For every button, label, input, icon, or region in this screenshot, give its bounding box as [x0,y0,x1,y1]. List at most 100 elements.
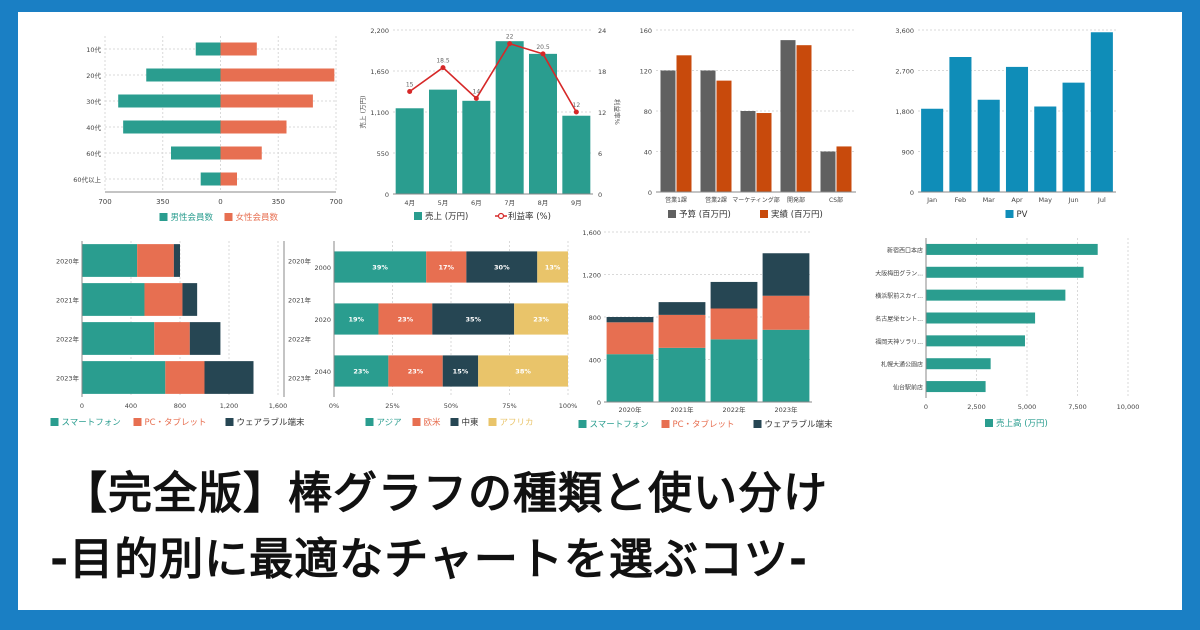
c6-svg: 0% 25% 50% 75% 100% 2000 39% 17% 30% 13% 2020 19% 23… [314,241,577,428]
x-tick-label: May [1039,196,1053,204]
legend-swatch [985,419,993,427]
bar-segment [710,308,758,340]
x-tick-label: 開発部 [787,196,805,204]
legend-swatch [225,418,234,426]
y-tick-label: 1,100 [370,109,389,117]
y-tick-label: 120 [640,68,652,76]
legend-swatch [488,418,497,426]
y-tick-label: 2000 [314,264,331,272]
diverging-bar-chart: 700 350 0 350 700 10代 20代 30代 40代 60代 60代以上 男性会員数 女性… [60,24,343,224]
legend-label: 中東 [462,417,480,428]
bar-sales [926,312,1036,324]
x-tick-label: 100% [559,402,578,410]
bar-male [200,172,221,186]
bar-segment [658,314,706,348]
y-tick-label: 800 [589,314,601,322]
legend-swatch [412,418,421,426]
bar-budget [700,70,716,192]
bar-female [220,68,335,82]
y-tick-label: 2,700 [895,68,914,76]
y-tick-label: 40代 [86,123,101,132]
y-tick-label: 2040 [314,368,331,376]
bar-pv [1090,32,1113,192]
bar-sales [926,289,1066,301]
legend-label: ウェアラブル端末 [765,419,834,430]
bar-actual [796,45,812,192]
column-chart: 0 900 1,800 2,700 3,600 Jan Feb Mar Apr May Jun Jul… [878,20,1118,225]
x-tick-label: 6月 [471,199,482,207]
legend-label: 欧米 [424,417,442,428]
bar-segment [658,302,706,315]
profit-point [407,89,413,94]
bar-actual [836,146,852,192]
c4-svg: 0 900 1,800 2,700 3,600 Jan Feb Mar Apr May Jun Jul… [895,27,1116,220]
bar-segment [762,329,810,402]
bar-segment [388,355,443,387]
data-label: 23% [353,368,369,376]
bar-segment [426,251,467,283]
data-label: 30% [494,264,510,272]
x-tick-label: 1,200 [220,402,239,410]
bar-sales [926,381,986,393]
vertical-stacked-bar-chart: 0 400 800 1,200 1,600 2020年 2021年 2022年 2023年 スマー… [578,228,833,443]
combo-bar-line-chart: 0 0 550 6 1,100 12 1,650 18 2,200 24 売上 (万円) 利益率% 4月… [343,20,622,225]
bar-segment [658,347,706,402]
y-tick-label: 1,200 [582,272,601,280]
data-label: 19% [348,316,364,324]
bar-segment [165,361,205,394]
bar-actual [756,113,772,192]
bar-male [118,94,221,108]
x-tick-label: 0 [80,402,84,410]
legend-swatch [661,420,670,428]
title-line-2: -目的別に最適なチャートを選ぶコツ- [50,534,809,585]
bar-sales [926,266,1084,278]
x-tick-label: 2021年 [670,405,694,414]
bar-actual [716,80,732,192]
y-tick-label: 2020 [314,316,331,324]
bar-pv [949,57,972,192]
bar-segment [144,283,183,316]
bar-segment [334,355,389,387]
y-tick-label: 900 [902,149,914,157]
data-label: 13% [545,264,561,272]
bar-segment [82,361,166,394]
bar-male [123,120,221,134]
legend-label: 利益率 (%) [508,211,551,222]
legend-label: 女性会員数 [236,212,279,223]
data-label: 18.5 [436,58,450,65]
x-tick-label: 350 [156,198,169,206]
data-label: 22 [506,34,514,41]
x-tick-label: 400 [125,402,137,410]
y-tick-label: 横浜駅前スカイ... [875,292,923,300]
bar-segment [154,322,190,355]
c5-svg: 0 400 800 1,200 1,600 2020年 2020年 2021年 2021年 202… [50,241,312,428]
data-label: 15 [406,82,414,89]
thumbnail-frame: 700 350 0 350 700 10代 20代 30代 40代 60代 60代以上 男性会員数 女性… [18,12,1182,610]
y-tick-label: 3,600 [895,27,914,35]
c7-svg: 0 400 800 1,200 1,600 2020年 2021年 2022年 2023年スマー… [578,229,833,430]
legend-label: アフリカ [500,418,534,428]
y-tick-label: 新宿西口本店 [887,246,923,254]
x-tick-label: 700 [329,198,342,206]
x-tick-label: 5月 [438,199,449,207]
y-tick-label: 160 [640,27,652,35]
y-tick-label: 名古屋栄セント... [875,315,923,323]
x-tick-label: 9月 [571,199,582,207]
c2-svg: 0 0 550 6 1,100 12 1,650 18 2,200 24 売上 (万円) 利益率% 4月… [358,27,622,222]
x-tick-label: 営業1課 [665,196,687,204]
bar-actual [676,55,692,192]
legend-label: スマートフォン [62,418,121,428]
legend-label: 実績 (百万円) [771,209,823,220]
ranking-bar-chart: 0 2,500 5,000 7,500 10,000 新宿西口本店 大阪梅田グラン... 横浜… [838,234,1139,449]
bar-sales [462,100,491,194]
y-tick-label: 2022年 [56,335,80,344]
bar-female [220,120,287,134]
legend-swatch [1005,210,1014,218]
bar-budget [740,111,756,192]
bar-male [171,146,221,160]
bar-segment [762,295,810,330]
legend-swatch [224,213,233,221]
legend-label: PC・タブレット [673,419,735,430]
x-tick-label: 700 [98,198,111,206]
